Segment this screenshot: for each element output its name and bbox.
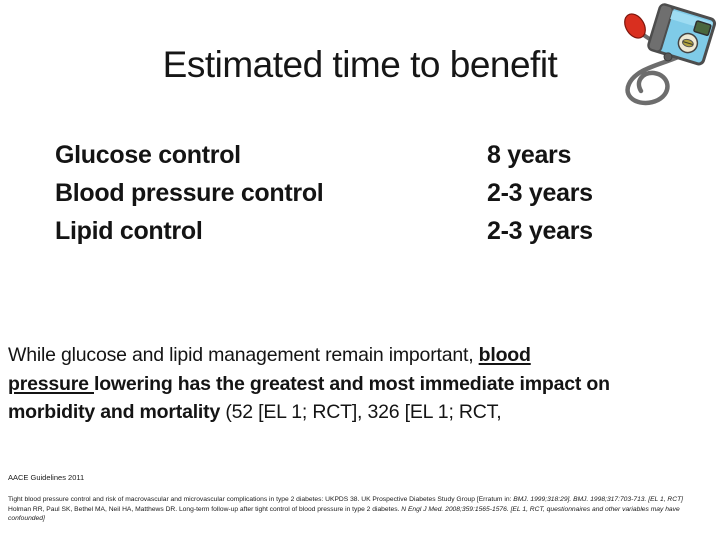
- benefit-time: 2-3 years: [487, 216, 593, 245]
- page-title: Estimated time to benefit: [162, 44, 558, 85]
- source-label: AACE Guidelines 2011: [8, 473, 85, 482]
- benefit-time: 2-3 years: [487, 178, 593, 207]
- monitor-body: [647, 3, 717, 66]
- reference-2: Holman RR, Paul SK, Bethel MA, Neil HA, …: [8, 505, 714, 524]
- blood-pressure-monitor-graphic: [624, 3, 717, 106]
- paragraph-line: morbidity and mortality (52 [EL 1; RCT],…: [8, 398, 710, 427]
- list-item: Blood pressure control 2-3 years: [55, 174, 675, 212]
- reference-text: Holman RR, Paul SK, Bethel MA, Neil HA, …: [8, 505, 402, 513]
- body-text-emphasis: blood: [478, 344, 531, 366]
- benefit-label: Glucose control: [55, 140, 241, 169]
- body-text-regular: (52 [EL 1; RCT], 326 [EL 1; RCT,: [225, 401, 502, 423]
- reference-citation: BMJ. 1999;318:29]. BMJ. 1998;317:703-713…: [513, 496, 684, 503]
- body-text-emphasis: pressure: [8, 372, 94, 395]
- reference-1: Tight blood pressure control and risk of…: [8, 495, 714, 505]
- list-item: Glucose control 8 years: [55, 136, 675, 174]
- monitor-screen: [693, 20, 712, 36]
- blood-pressure-monitor-icon: [620, 2, 718, 108]
- benefit-list: Glucose control 8 years Blood pressure c…: [55, 136, 675, 250]
- body-text-bold: morbidity and mortality: [8, 401, 226, 423]
- references: Tight blood pressure control and risk of…: [8, 495, 714, 524]
- pump-bulb: [624, 13, 646, 39]
- list-item: Lipid control 2-3 years: [55, 212, 675, 250]
- benefit-label: Lipid control: [55, 216, 203, 245]
- key-message-paragraph: While glucose and lipid management remai…: [8, 341, 710, 427]
- tube: [625, 53, 683, 106]
- body-text-bold: lowering has the greatest and most immed…: [94, 372, 610, 395]
- paragraph-line: pressure lowering has the greatest and m…: [8, 370, 710, 399]
- reference-text: Tight blood pressure control and risk of…: [8, 496, 514, 503]
- benefit-label: Blood pressure control: [55, 178, 324, 207]
- paragraph-line: While glucose and lipid management remai…: [8, 341, 710, 370]
- benefit-time: 8 years: [487, 140, 572, 169]
- body-text-regular: While glucose and lipid management remai…: [8, 344, 479, 366]
- reference-citation: N Engl J Med. 2008;359:1565-1576. [EL 1,…: [8, 505, 680, 523]
